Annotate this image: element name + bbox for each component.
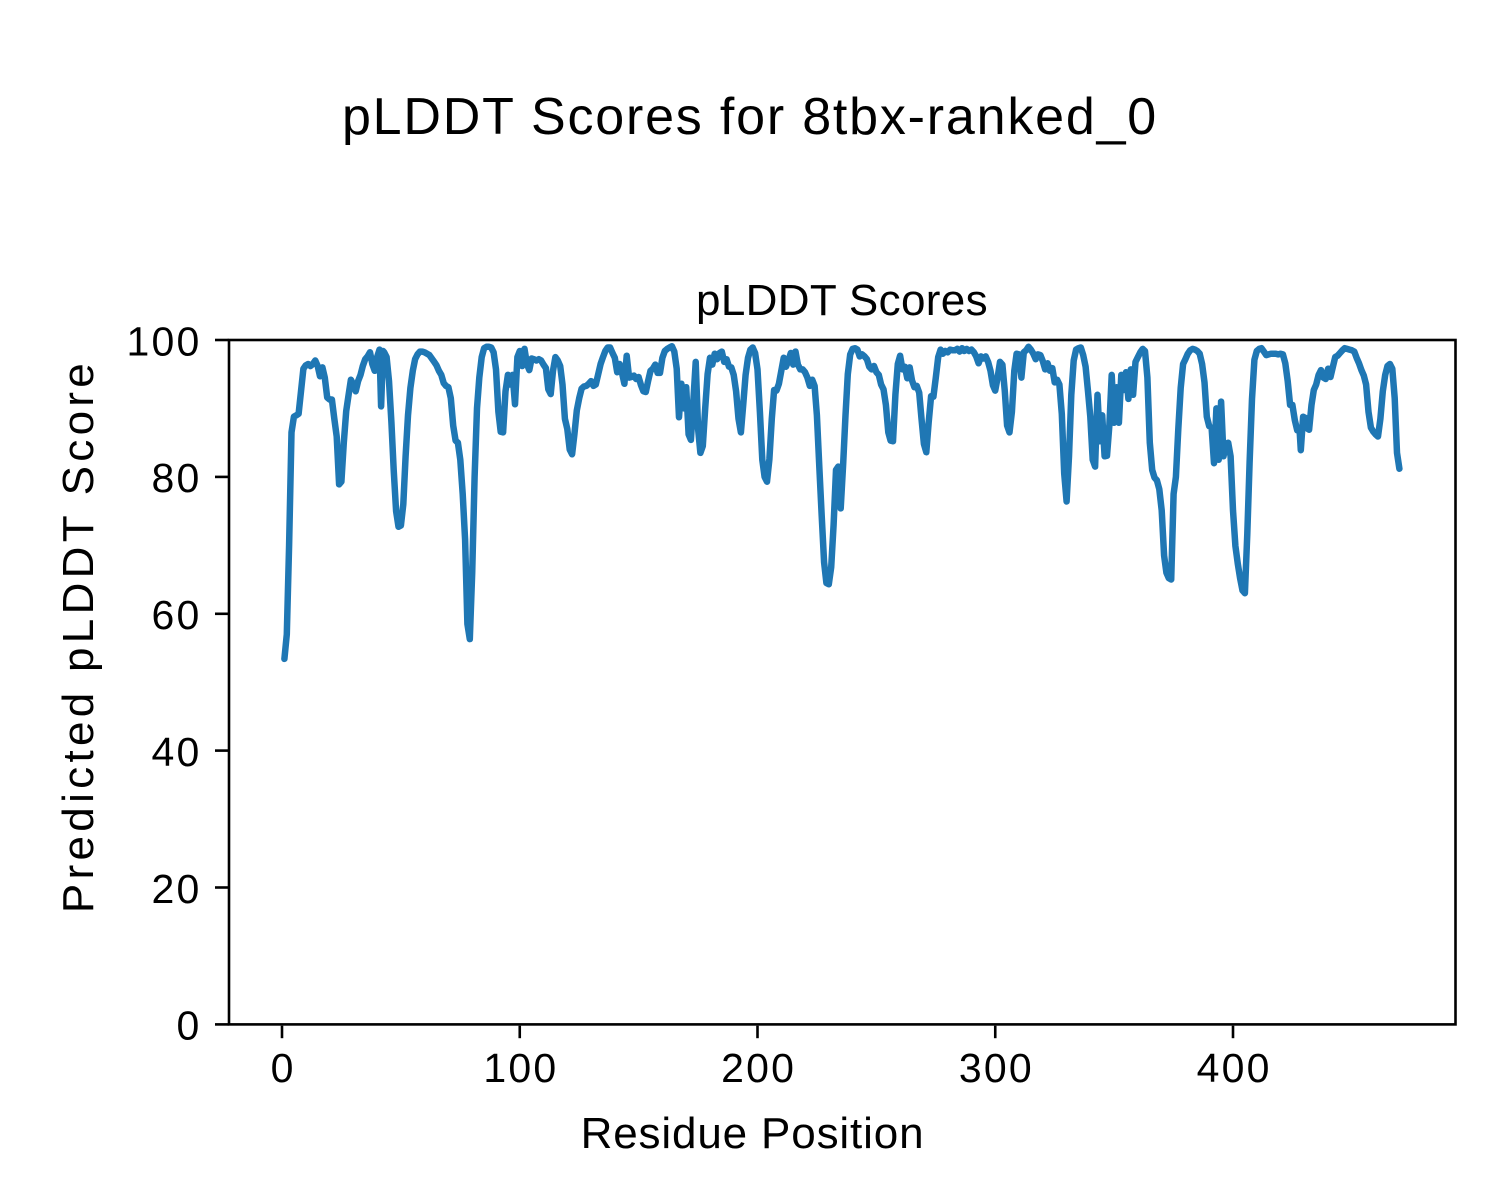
svg-text:80: 80	[151, 455, 201, 501]
svg-text:60: 60	[151, 592, 201, 638]
svg-text:100: 100	[126, 318, 201, 364]
svg-text:pLDDT Scores: pLDDT Scores	[696, 276, 988, 325]
svg-text:pLDDT Scores for 8tbx-ranked_0: pLDDT Scores for 8tbx-ranked_0	[342, 88, 1158, 146]
svg-text:100: 100	[483, 1045, 558, 1091]
svg-text:Predicted pLDDT Score: Predicted pLDDT Score	[54, 359, 103, 913]
svg-text:400: 400	[1197, 1045, 1272, 1091]
svg-text:0: 0	[271, 1045, 296, 1091]
svg-text:0: 0	[176, 1003, 201, 1049]
svg-text:300: 300	[959, 1045, 1034, 1091]
svg-text:40: 40	[151, 729, 201, 775]
svg-text:200: 200	[721, 1045, 796, 1091]
svg-text:20: 20	[151, 866, 201, 912]
svg-text:Residue Position: Residue Position	[581, 1109, 925, 1158]
